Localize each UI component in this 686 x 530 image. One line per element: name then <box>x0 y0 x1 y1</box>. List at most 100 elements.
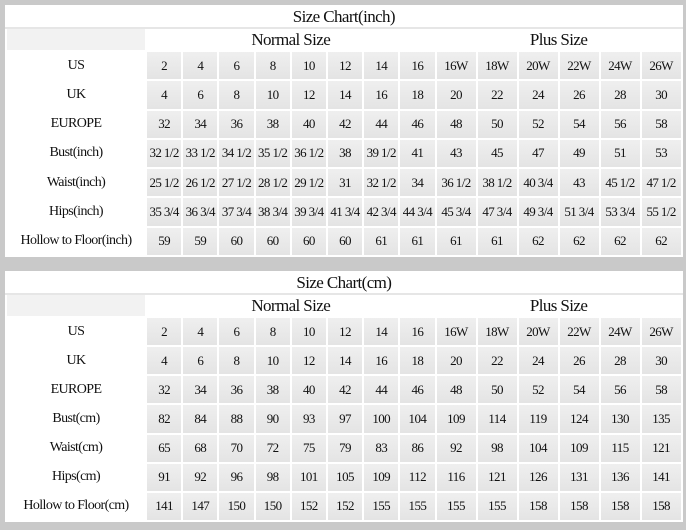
size-cell: 48 <box>434 108 478 140</box>
size-cell: 26 <box>557 79 601 111</box>
size-cell: 34 <box>398 167 437 199</box>
table-row: Hips(cm) 91 92 96 98 101 105 109 112 116 121 126 131… <box>5 461 683 493</box>
size-cell: 4 <box>181 315 220 348</box>
size-cell: 53 <box>639 137 683 170</box>
size-cell: 4 <box>144 79 184 111</box>
size-cell: 58 <box>639 374 683 406</box>
size-cell: 6 <box>181 345 220 377</box>
size-cell: 27 1/2 <box>217 167 256 199</box>
size-cell: 16W <box>434 315 478 348</box>
size-cell: 42 3/4 <box>362 196 401 228</box>
size-cell: 92 <box>434 432 478 464</box>
size-cell: 18W <box>475 49 519 82</box>
size-cell: 49 <box>557 137 601 170</box>
size-cell: 53 3/4 <box>598 196 642 228</box>
size-cell: 54 <box>557 108 601 140</box>
size-cell: 12 <box>289 345 328 377</box>
size-cell: 61 <box>362 225 401 258</box>
size-cell: 130 <box>598 403 642 435</box>
size-cell: 60 <box>325 225 365 258</box>
size-cell: 44 <box>362 374 401 406</box>
size-cell: 158 <box>516 490 560 523</box>
size-cell: 12 <box>325 49 365 82</box>
size-cell: 68 <box>181 432 220 464</box>
size-cell: 36 3/4 <box>181 196 220 228</box>
size-cell: 46 <box>398 374 437 406</box>
size-cell: 26W <box>639 315 683 348</box>
row-label: EUROPE <box>5 374 147 406</box>
size-cell: 109 <box>362 461 401 493</box>
size-cell: 155 <box>434 490 478 523</box>
size-cell: 96 <box>217 461 256 493</box>
table-row: Hollow to Floor(inch) 59 59 60 60 60 60 61 61 61 6… <box>5 225 683 258</box>
size-cell: 45 <box>475 137 519 170</box>
size-cell: 121 <box>639 432 683 464</box>
size-cell: 8 <box>253 315 292 348</box>
size-cell: 136 <box>598 461 642 493</box>
size-cell: 119 <box>516 403 560 435</box>
size-cell: 97 <box>325 403 365 435</box>
size-cell: 52 <box>516 374 560 406</box>
size-cell: 62 <box>639 225 683 258</box>
size-cell: 38 3/4 <box>253 196 292 228</box>
size-cell: 155 <box>475 490 519 523</box>
size-cell: 52 <box>516 108 560 140</box>
size-cell: 61 <box>398 225 437 258</box>
size-cell: 100 <box>362 403 401 435</box>
size-cell: 22 <box>475 79 519 111</box>
size-cell: 60 <box>217 225 256 258</box>
size-cell: 26 <box>557 345 601 377</box>
size-cell: 39 3/4 <box>289 196 328 228</box>
size-cell: 28 1/2 <box>253 167 292 199</box>
group-plus-size: Plus Size <box>434 27 683 52</box>
title-row: Size Chart(inch) <box>5 5 683 29</box>
size-cell: 115 <box>598 432 642 464</box>
size-cell: 22W <box>557 315 601 348</box>
row-label: Bust(inch) <box>5 137 147 170</box>
group-normal-size: Normal Size <box>145 27 437 52</box>
size-cell: 150 <box>253 490 292 523</box>
table-row: UK 4 6 8 10 12 14 16 18 20 22 24 26 28 30 <box>5 79 683 111</box>
table-row: Hips(inch) 35 3/4 36 3/4 37 3/4 38 3/4 39 3/4… <box>5 196 683 228</box>
size-cell: 88 <box>217 403 256 435</box>
size-cell: 32 1/2 <box>144 137 184 170</box>
size-cell: 62 <box>557 225 601 258</box>
size-cell: 8 <box>253 49 292 82</box>
table-row: Bust(inch) 32 1/2 33 1/2 34 1/2 35 1/2 36 1/2… <box>5 137 683 170</box>
size-cell: 40 <box>289 108 328 140</box>
size-cell: 12 <box>289 79 328 111</box>
size-cell: 121 <box>475 461 519 493</box>
size-cell: 65 <box>144 432 184 464</box>
size-cell: 112 <box>398 461 437 493</box>
size-cell: 90 <box>253 403 292 435</box>
size-cell: 36 1/2 <box>434 167 478 199</box>
size-cell: 24 <box>516 79 560 111</box>
size-cell: 83 <box>362 432 401 464</box>
size-cell: 29 1/2 <box>289 167 328 199</box>
size-cell: 104 <box>398 403 437 435</box>
size-cell: 43 <box>557 167 601 199</box>
row-label: Hips(cm) <box>5 461 147 493</box>
size-cell: 158 <box>557 490 601 523</box>
size-cell: 26W <box>639 49 683 82</box>
size-cell: 18 <box>398 345 437 377</box>
size-cell: 59 <box>181 225 220 258</box>
size-cell: 98 <box>475 432 519 464</box>
chart-title: Size Chart(cm) <box>5 271 683 295</box>
size-cell: 58 <box>639 108 683 140</box>
header-blank-cell <box>5 27 147 52</box>
size-cell: 61 <box>434 225 478 258</box>
header-blank-cell <box>5 293 147 318</box>
size-cell: 141 <box>144 490 184 523</box>
size-cell: 24W <box>598 315 642 348</box>
size-cell: 35 3/4 <box>144 196 184 228</box>
row-label: Hollow to Floor(inch) <box>5 225 147 258</box>
size-cell: 6 <box>217 49 256 82</box>
size-cell: 60 <box>253 225 292 258</box>
group-plus-size: Plus Size <box>434 293 683 318</box>
size-cell: 4 <box>181 49 220 82</box>
table-row: Bust(cm) 82 84 88 90 93 97 100 104 109 114 119 124 13… <box>5 403 683 435</box>
size-cell: 36 <box>217 374 256 406</box>
size-cell: 25 1/2 <box>144 167 184 199</box>
size-cell: 28 <box>598 79 642 111</box>
